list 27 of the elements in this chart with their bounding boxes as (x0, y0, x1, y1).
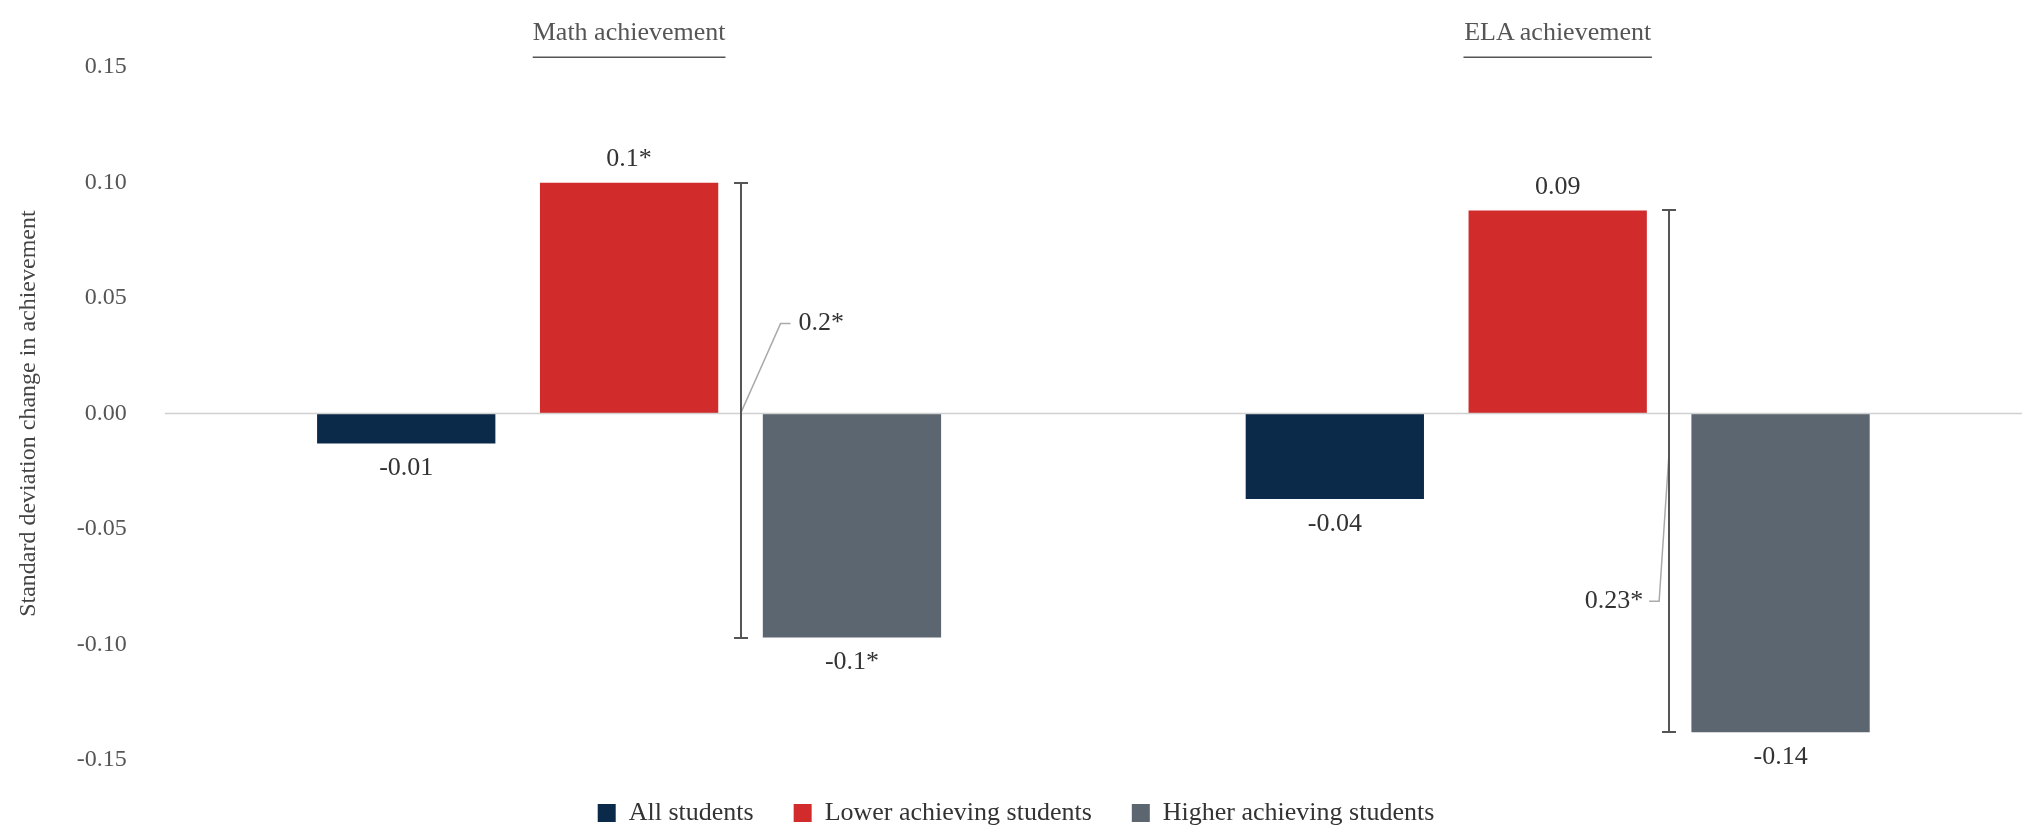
annotation: 0.2* (798, 307, 845, 337)
y-tick-label: 0.00 (84, 398, 127, 425)
bar (539, 182, 719, 414)
legend-label: All students (628, 796, 754, 826)
bar (1468, 210, 1647, 414)
data-label: 0.1* (606, 143, 652, 173)
x-tick-label: ELA achievement (1464, 17, 1652, 47)
y-tick-label: -0.10 (76, 629, 127, 656)
data-label: -0.01 (379, 452, 434, 482)
data-label: -0.1* (824, 646, 880, 676)
data-label: -0.04 (1307, 507, 1362, 537)
legend-label: Lower achieving students (824, 796, 1092, 826)
legend-label: Higher achieving students (1162, 796, 1435, 826)
y-tick-label: 0.05 (84, 283, 127, 310)
data-label: -0.14 (1753, 741, 1808, 771)
x-tick-label: Math achievement (532, 17, 727, 47)
bar (1691, 413, 1870, 733)
bar (1245, 413, 1424, 500)
bar (762, 413, 942, 638)
y-axis-title: Standard deviation change in achievement (13, 210, 40, 617)
y-tick-label: -0.05 (76, 514, 127, 541)
data-label: 0.09 (1534, 171, 1581, 201)
y-tick-label: -0.15 (76, 745, 127, 772)
bar (317, 413, 496, 444)
annotation: 0.23* (1584, 585, 1644, 615)
y-tick-label: 0.15 (84, 52, 127, 79)
y-tick-label: 0.10 (84, 167, 127, 194)
